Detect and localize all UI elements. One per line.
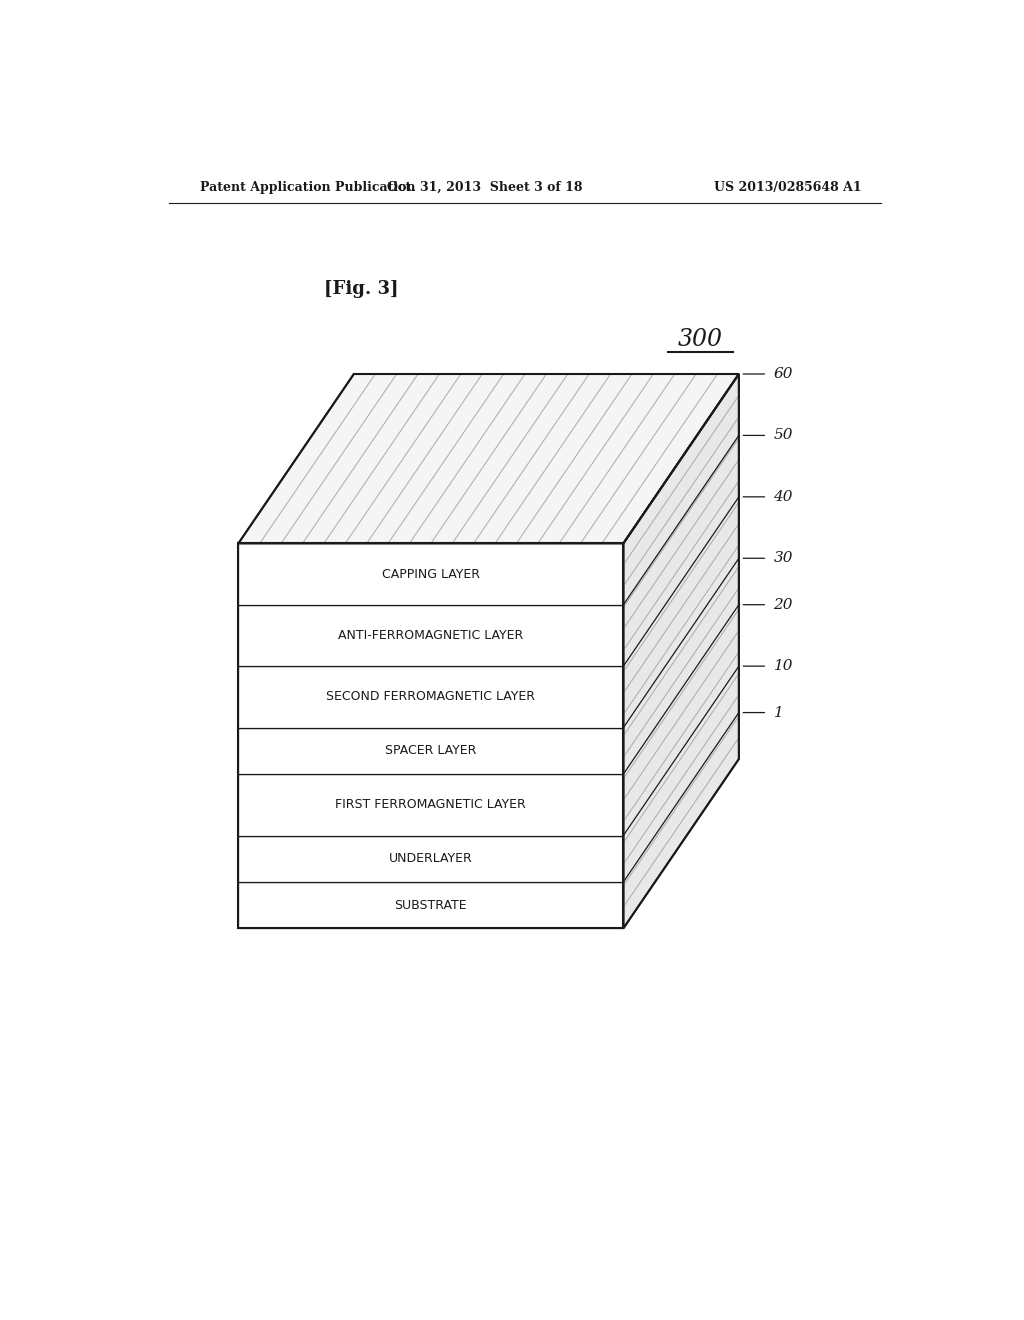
Polygon shape	[239, 374, 739, 544]
Text: 60: 60	[773, 367, 793, 381]
Text: 40: 40	[773, 490, 793, 504]
Text: UNDERLAYER: UNDERLAYER	[389, 853, 473, 865]
Text: FIRST FERROMAGNETIC LAYER: FIRST FERROMAGNETIC LAYER	[336, 799, 526, 812]
Text: CAPPING LAYER: CAPPING LAYER	[382, 568, 480, 581]
Bar	[239, 774, 624, 836]
Text: 20: 20	[773, 598, 793, 611]
Text: SPACER LAYER: SPACER LAYER	[385, 744, 476, 758]
Text: 30: 30	[773, 552, 793, 565]
Text: Oct. 31, 2013  Sheet 3 of 18: Oct. 31, 2013 Sheet 3 of 18	[387, 181, 583, 194]
Polygon shape	[624, 374, 739, 928]
Text: Patent Application Publication: Patent Application Publication	[200, 181, 416, 194]
Text: US 2013/0285648 A1: US 2013/0285648 A1	[715, 181, 862, 194]
Bar	[239, 544, 624, 605]
Text: ANTI-FERROMAGNETIC LAYER: ANTI-FERROMAGNETIC LAYER	[338, 630, 523, 642]
Text: SUBSTRATE: SUBSTRATE	[394, 899, 467, 912]
Bar	[239, 605, 624, 667]
Bar	[239, 727, 624, 774]
Text: [Fig. 3]: [Fig. 3]	[325, 280, 398, 298]
Text: 10: 10	[773, 659, 793, 673]
Bar	[239, 836, 624, 882]
Text: 50: 50	[773, 429, 793, 442]
Bar	[239, 667, 624, 727]
Bar	[239, 882, 624, 928]
Text: 300: 300	[678, 327, 723, 351]
Text: SECOND FERROMAGNETIC LAYER: SECOND FERROMAGNETIC LAYER	[327, 690, 536, 704]
Text: 1: 1	[773, 706, 783, 719]
